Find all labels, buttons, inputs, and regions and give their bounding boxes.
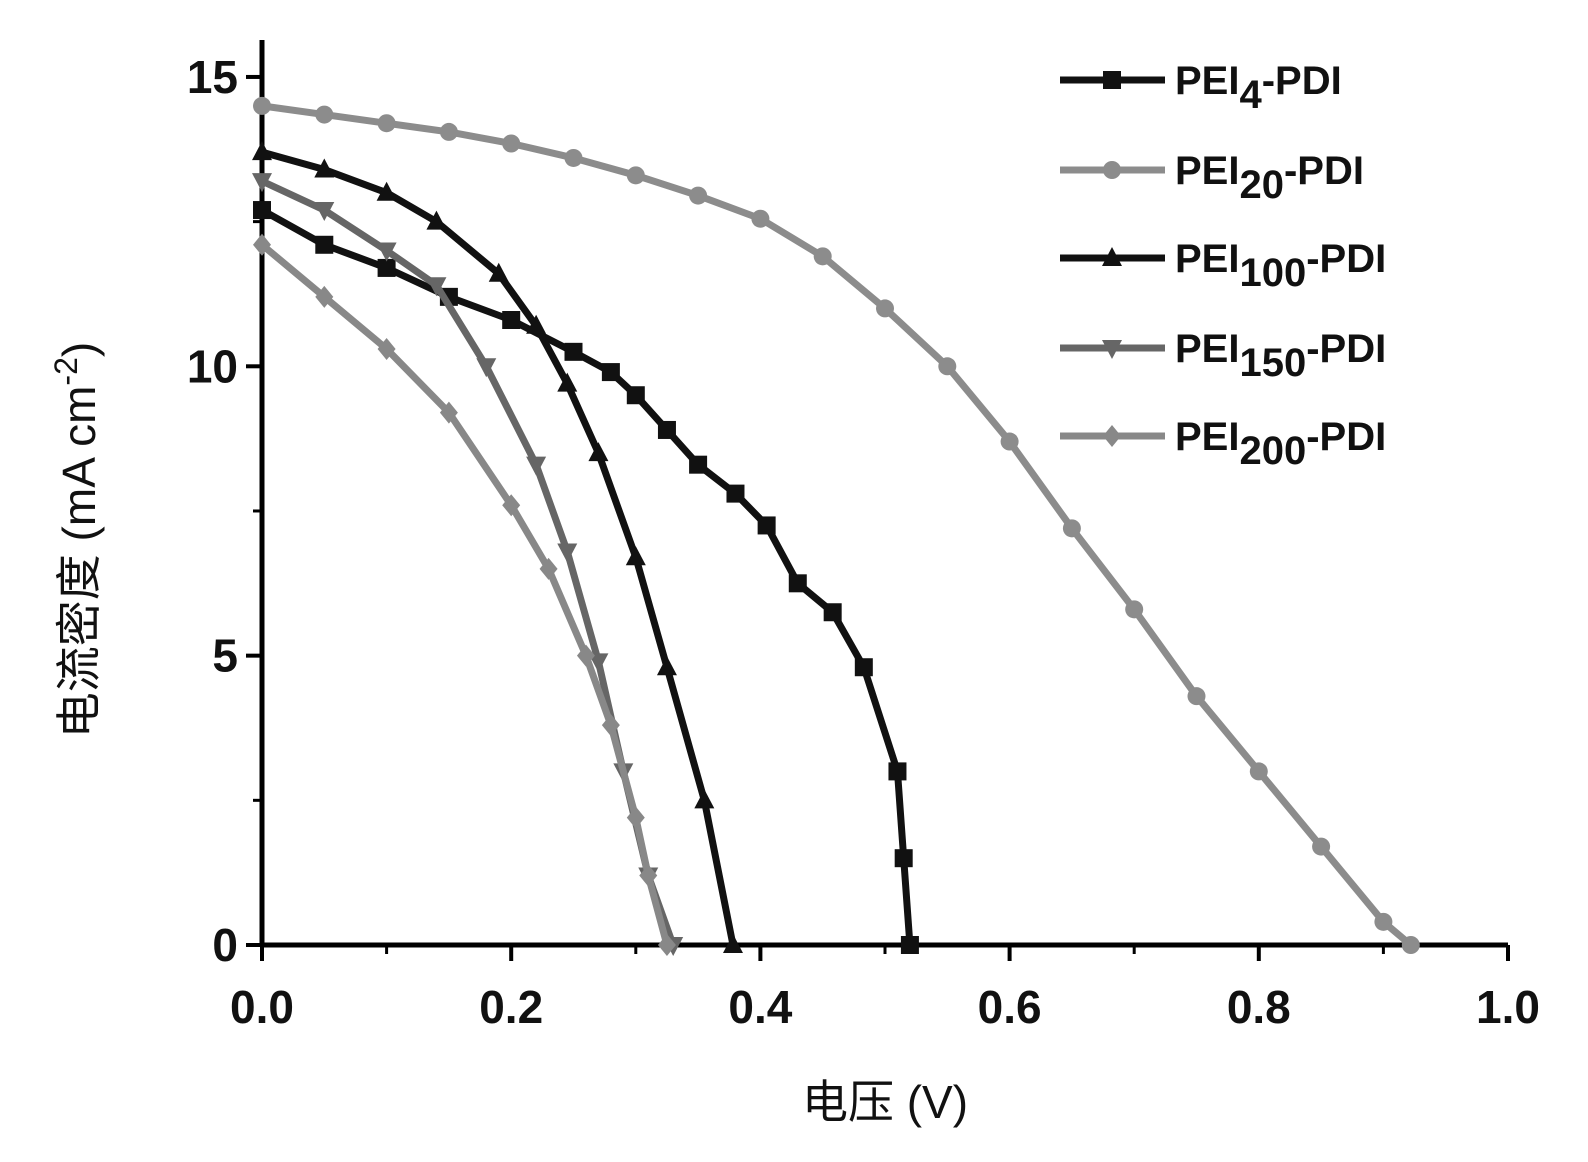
marker-circle [627,166,645,184]
legend-entry: PEI150-PDI [1060,327,1386,385]
legend-label-sub: 20 [1239,163,1284,207]
legend-label: PEI4-PDI [1175,59,1342,117]
marker-circle [1125,600,1143,618]
marker-triangle-down [557,543,577,562]
legend-label-base: PEI [1175,327,1239,371]
marker-circle [1402,936,1420,954]
marker-square [901,936,919,954]
marker-square [888,762,906,780]
legend-label: PEI100-PDI [1175,237,1386,295]
x-axis-label: 电压 (V) [802,1076,968,1128]
y-axis-label-end: ) [53,342,105,357]
marker-diamond [1103,425,1121,447]
marker-circle [814,247,832,265]
legend-label-base: PEI [1175,237,1239,281]
jv-chart: 0.00.20.40.60.81.0051015 PEI4-PDIPEI20-P… [0,0,1588,1162]
series-line [262,245,667,945]
marker-square [689,456,707,474]
legend-label-sub: 4 [1239,73,1262,117]
legend-label-base: PEI [1175,415,1239,459]
marker-square [758,516,776,534]
marker-circle [1250,762,1268,780]
legend-label-sub: 100 [1239,251,1306,295]
marker-circle [751,210,769,228]
marker-circle [1063,519,1081,537]
y-tick-label: 5 [212,630,238,682]
y-tick-label: 10 [187,340,238,392]
y-axis-label-main: 电流密度 (mA cm [53,386,105,739]
marker-square [855,658,873,676]
marker-circle [1188,687,1206,705]
x-tick-label: 0.2 [479,981,543,1033]
y-tick-label: 0 [212,919,238,971]
legend-label-suffix: -PDI [1306,327,1386,371]
y-axis-label: 电流密度 (mA cm-2) [48,342,105,738]
marker-circle [689,187,707,205]
legend-entry: PEI200-PDI [1060,415,1386,473]
series-line [262,210,910,945]
marker-square [315,236,333,254]
marker-triangle-up [694,789,714,808]
marker-circle [253,97,271,115]
marker-circle [876,299,894,317]
legend-label-suffix: -PDI [1306,237,1386,281]
legend-label-base: PEI [1175,59,1239,103]
legend-label: PEI20-PDI [1175,149,1364,207]
legend-label-base: PEI [1175,149,1239,193]
marker-triangle-up [626,546,646,565]
series-PEI20-PDI [253,97,1420,954]
legend-label-suffix: -PDI [1262,59,1342,103]
marker-square [789,574,807,592]
marker-square [627,386,645,404]
marker-square [824,603,842,621]
marker-square [502,311,520,329]
marker-triangle-down [526,457,546,476]
marker-circle [565,149,583,167]
legend-entry: PEI20-PDI [1060,149,1364,207]
legend-entry: PEI100-PDI [1060,237,1386,295]
series-line [262,106,1411,945]
marker-circle [315,106,333,124]
marker-square [658,421,676,439]
marker-square [602,363,620,381]
marker-circle [938,357,956,375]
x-tick-label: 0.6 [978,981,1042,1033]
marker-square [253,201,271,219]
legend-label: PEI200-PDI [1175,415,1386,473]
legend-label-sub: 200 [1239,429,1306,473]
series-PEI200-PDI [253,234,676,956]
marker-square [565,343,583,361]
marker-circle [502,135,520,153]
marker-circle [440,123,458,141]
marker-circle [1312,838,1330,856]
x-tick-label: 1.0 [1476,981,1540,1033]
marker-circle [378,114,396,132]
x-tick-label: 0.0 [230,981,294,1033]
legend: PEI4-PDIPEI20-PDIPEI100-PDIPEI150-PDIPEI… [1060,59,1386,473]
marker-square [378,259,396,277]
legend-entry: PEI4-PDI [1060,59,1342,117]
plot-area [252,97,1420,956]
legend-label-suffix: -PDI [1284,149,1364,193]
x-tick-label: 0.4 [728,981,792,1033]
marker-square [1103,71,1121,89]
marker-circle [1001,433,1019,451]
y-axis-label-sup: -2 [48,357,84,385]
series-PEI4-PDI [253,201,919,954]
legend-label: PEI150-PDI [1175,327,1386,385]
marker-square [726,485,744,503]
series-PEI100-PDI [252,141,743,953]
marker-square [895,849,913,867]
marker-circle [1374,913,1392,931]
legend-label-sub: 150 [1239,341,1306,385]
x-tick-label: 0.8 [1227,981,1291,1033]
legend-label-suffix: -PDI [1306,415,1386,459]
marker-triangle-up [657,656,677,675]
y-tick-label: 15 [187,51,238,103]
marker-circle [1103,161,1121,179]
